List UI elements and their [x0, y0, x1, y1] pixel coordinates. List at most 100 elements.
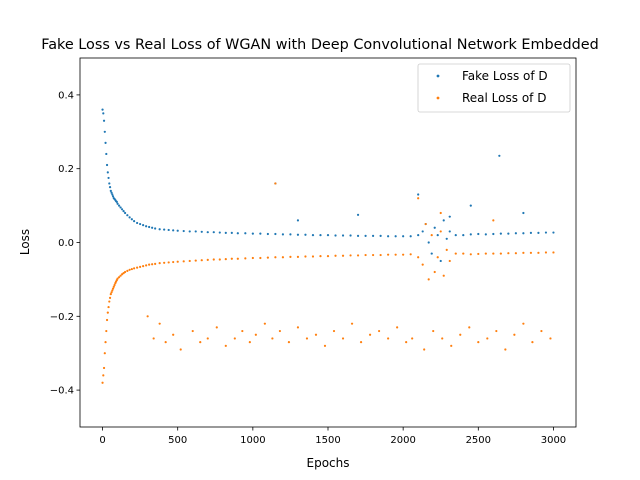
data-point [319, 234, 322, 237]
data-point [450, 344, 453, 347]
data-point [549, 337, 552, 340]
data-point [529, 231, 533, 235]
data-point [498, 154, 501, 157]
legend-label: Fake Loss of D [462, 69, 548, 83]
data-point [289, 233, 292, 236]
data-point [215, 326, 218, 329]
data-point [448, 230, 451, 233]
data-point [296, 255, 300, 258]
data-point [439, 259, 442, 263]
data-point [108, 296, 112, 299]
data-point [248, 341, 251, 344]
data-point [154, 262, 157, 265]
data-point [495, 329, 498, 333]
data-point [504, 348, 507, 351]
data-point [151, 226, 154, 229]
data-point [130, 218, 133, 221]
data-point [102, 119, 106, 122]
data-point [514, 232, 517, 235]
y-tick-label: 0.0 [58, 238, 74, 249]
data-point [484, 233, 487, 236]
data-point [199, 341, 202, 344]
data-point [106, 311, 109, 314]
data-point [349, 234, 352, 237]
data-point [136, 266, 139, 269]
data-point [123, 211, 127, 215]
data-point [206, 337, 209, 340]
data-point [259, 232, 262, 235]
data-point [522, 251, 525, 254]
data-point [113, 283, 116, 287]
data-point [281, 256, 285, 259]
x-tick-label: 2000 [390, 435, 415, 446]
data-point [102, 112, 105, 115]
data-point [305, 337, 309, 340]
data-point [158, 228, 161, 231]
data-point [364, 234, 367, 237]
data-point [126, 269, 129, 273]
data-point [356, 213, 360, 216]
data-point [296, 233, 300, 236]
data-point [492, 232, 495, 236]
data-point [116, 277, 119, 280]
data-point [409, 253, 412, 256]
data-point [139, 265, 142, 268]
data-point [417, 234, 420, 237]
data-point [218, 231, 221, 234]
data-point [105, 329, 108, 333]
data-point [146, 315, 149, 318]
data-point [462, 234, 465, 237]
data-point [326, 255, 330, 258]
data-point [128, 216, 131, 219]
data-point [454, 252, 457, 255]
data-point [368, 333, 372, 336]
data-point [188, 259, 191, 263]
data-point [448, 259, 451, 263]
data-point [442, 274, 445, 277]
data-point [172, 229, 175, 232]
series-fake-loss [101, 108, 555, 263]
data-point [445, 237, 448, 240]
x-tick-label: 1000 [240, 435, 265, 446]
data-point [469, 233, 472, 236]
data-point [119, 274, 122, 277]
data-point [402, 235, 405, 238]
data-point [441, 337, 444, 340]
data-point [163, 228, 166, 231]
data-point [120, 208, 124, 211]
x-tick-label: 3000 [541, 435, 566, 446]
data-point [111, 287, 115, 290]
data-point [417, 197, 420, 200]
data-point [287, 341, 291, 344]
data-point [108, 186, 112, 189]
data-point [172, 260, 175, 264]
data-point [499, 252, 502, 255]
data-point [104, 141, 107, 144]
data-point [314, 333, 318, 336]
data-point [387, 253, 390, 256]
data-point [145, 264, 148, 267]
data-point [359, 341, 363, 344]
data-point [531, 341, 534, 344]
data-point [251, 256, 254, 260]
x-tick-label: 0 [99, 435, 105, 446]
data-point [130, 267, 133, 271]
data-point [120, 273, 124, 276]
data-point [224, 258, 227, 261]
data-point [236, 257, 239, 260]
data-point [341, 254, 345, 257]
data-point [103, 352, 106, 355]
x-tick-label: 1500 [315, 435, 340, 446]
data-point [218, 258, 221, 261]
data-point [244, 232, 247, 235]
data-point [427, 241, 430, 244]
data-point [552, 251, 555, 254]
data-point [194, 259, 197, 262]
data-point [477, 341, 480, 344]
data-point [259, 256, 262, 260]
data-point [379, 253, 382, 257]
data-point [111, 289, 114, 292]
data-point [111, 193, 114, 196]
data-point [552, 231, 555, 234]
data-point [350, 322, 354, 325]
